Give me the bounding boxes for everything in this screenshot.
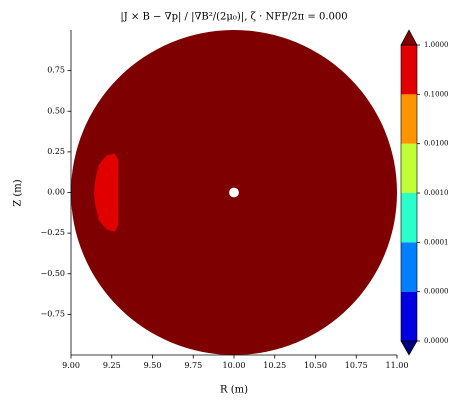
y-tick-label: −0.50 <box>40 269 65 278</box>
colorbar-tick-label: 0.0100 <box>424 140 449 148</box>
colorbar-tick-label: 0.0000 <box>424 288 449 296</box>
x-tick-label: 9.25 <box>103 361 121 370</box>
colorbar-segment <box>401 193 417 243</box>
chart-title: |J × B − ∇p| / |∇B²/(2μ₀)|, ζ · NFP/2π =… <box>120 12 347 23</box>
colorbar-tick-label: 1.0000 <box>424 41 449 49</box>
colorbar-tick-label: 0.0001 <box>424 238 449 246</box>
y-tick-label: 0.75 <box>47 66 65 75</box>
y-tick-label: −0.25 <box>40 228 65 237</box>
y-tick-label: 0.50 <box>47 106 65 115</box>
x-tick-label: 10.00 <box>223 361 246 370</box>
colorbar-segment <box>401 242 417 292</box>
colorbar-extend-under <box>400 340 418 356</box>
colorbar-tick-label: 0.1000 <box>424 90 449 98</box>
colorbar-tick-label: 0.0000 <box>424 337 449 345</box>
y-tick-label: −0.75 <box>40 309 65 318</box>
colorbar-segment <box>401 94 417 144</box>
contour-region <box>229 187 239 198</box>
x-axis-label: R (m) <box>220 385 248 396</box>
x-tick-label: 9.75 <box>184 361 202 370</box>
x-tick-label: 10.50 <box>304 361 327 370</box>
x-tick-label: 10.75 <box>345 361 368 370</box>
colorbar-extend-over <box>400 29 418 46</box>
y-tick-label: 0.25 <box>47 147 65 156</box>
contour-region <box>93 153 119 232</box>
colorbar-segment <box>401 143 417 193</box>
colorbar-tick-label: 0.0010 <box>424 189 449 197</box>
x-tick-label: 10.25 <box>263 361 286 370</box>
y-axis-label: Z (m) <box>13 179 24 207</box>
x-tick-label: 11.00 <box>386 361 409 370</box>
x-tick-label: 9.00 <box>62 361 80 370</box>
colorbar-segment <box>401 45 417 95</box>
colorbar-segment <box>401 291 417 341</box>
y-tick-label: 0.00 <box>47 188 65 197</box>
x-tick-label: 9.50 <box>144 361 162 370</box>
